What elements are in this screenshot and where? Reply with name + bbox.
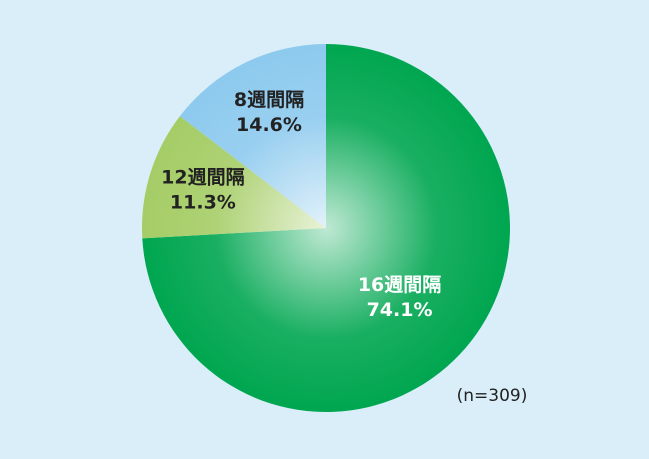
slice-value-label: 11.3%	[170, 192, 236, 214]
slice-value-label: 74.1%	[367, 299, 433, 321]
slice-value-label: 14.6%	[236, 114, 302, 136]
annotation: (n=309)	[457, 386, 528, 406]
slice-category: 12週間隔	[161, 167, 244, 189]
slice-category: 8週間隔	[234, 89, 304, 111]
slice-category: 16週間隔	[358, 274, 441, 296]
